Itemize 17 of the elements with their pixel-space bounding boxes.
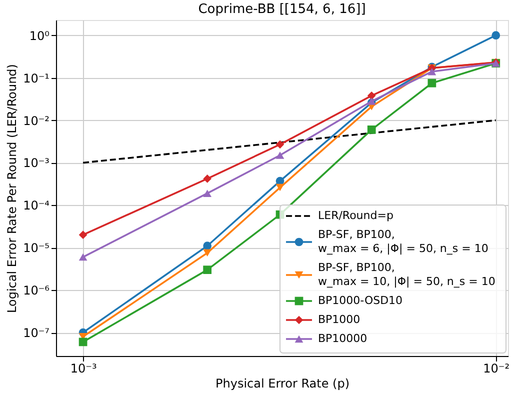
y-tick-label: 10⁻⁵: [23, 241, 50, 256]
y-tick-label: 10⁻⁷: [23, 326, 50, 340]
y-tick-label: 10⁻¹: [23, 71, 50, 86]
legend-label: BP1000-OSD10: [318, 294, 403, 307]
legend-label: LER/Round=p: [318, 209, 394, 222]
y-tick-label: 10⁰: [29, 28, 50, 43]
chart-title: Coprime-BB [[154, 6, 16]]: [198, 2, 366, 17]
y-tick-label: 10⁻⁶: [23, 284, 50, 298]
y-tick-label: 10⁻²: [23, 114, 50, 128]
y-axis-title: Logical Error Rate Per Round (LER/Round): [5, 64, 20, 313]
x-axis-title: Physical Error Rate (p): [215, 376, 350, 390]
legend-label: BP-SF, BP100, w_max = 6, |Φ| = 50, n_s = 10: [318, 228, 488, 255]
legend-label: BP10000: [318, 332, 368, 345]
y-tick-label: 10⁻⁴: [23, 198, 50, 213]
legend-label: BP1000: [318, 313, 360, 326]
y-tick-label: 10⁻³: [23, 156, 50, 170]
legend-label: BP-SF, BP100, w_max = 10, |Φ| = 50, n_s = 10: [318, 261, 496, 288]
